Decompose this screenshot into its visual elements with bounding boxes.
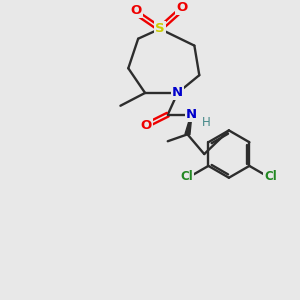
Text: Cl: Cl	[264, 170, 277, 183]
Text: Cl: Cl	[181, 170, 194, 183]
Text: S: S	[155, 22, 165, 35]
Text: N: N	[172, 86, 183, 99]
Text: H: H	[202, 116, 211, 129]
Text: O: O	[130, 4, 142, 16]
Text: O: O	[140, 119, 152, 132]
Text: O: O	[176, 1, 187, 13]
Text: N: N	[186, 108, 197, 121]
Polygon shape	[185, 115, 192, 135]
